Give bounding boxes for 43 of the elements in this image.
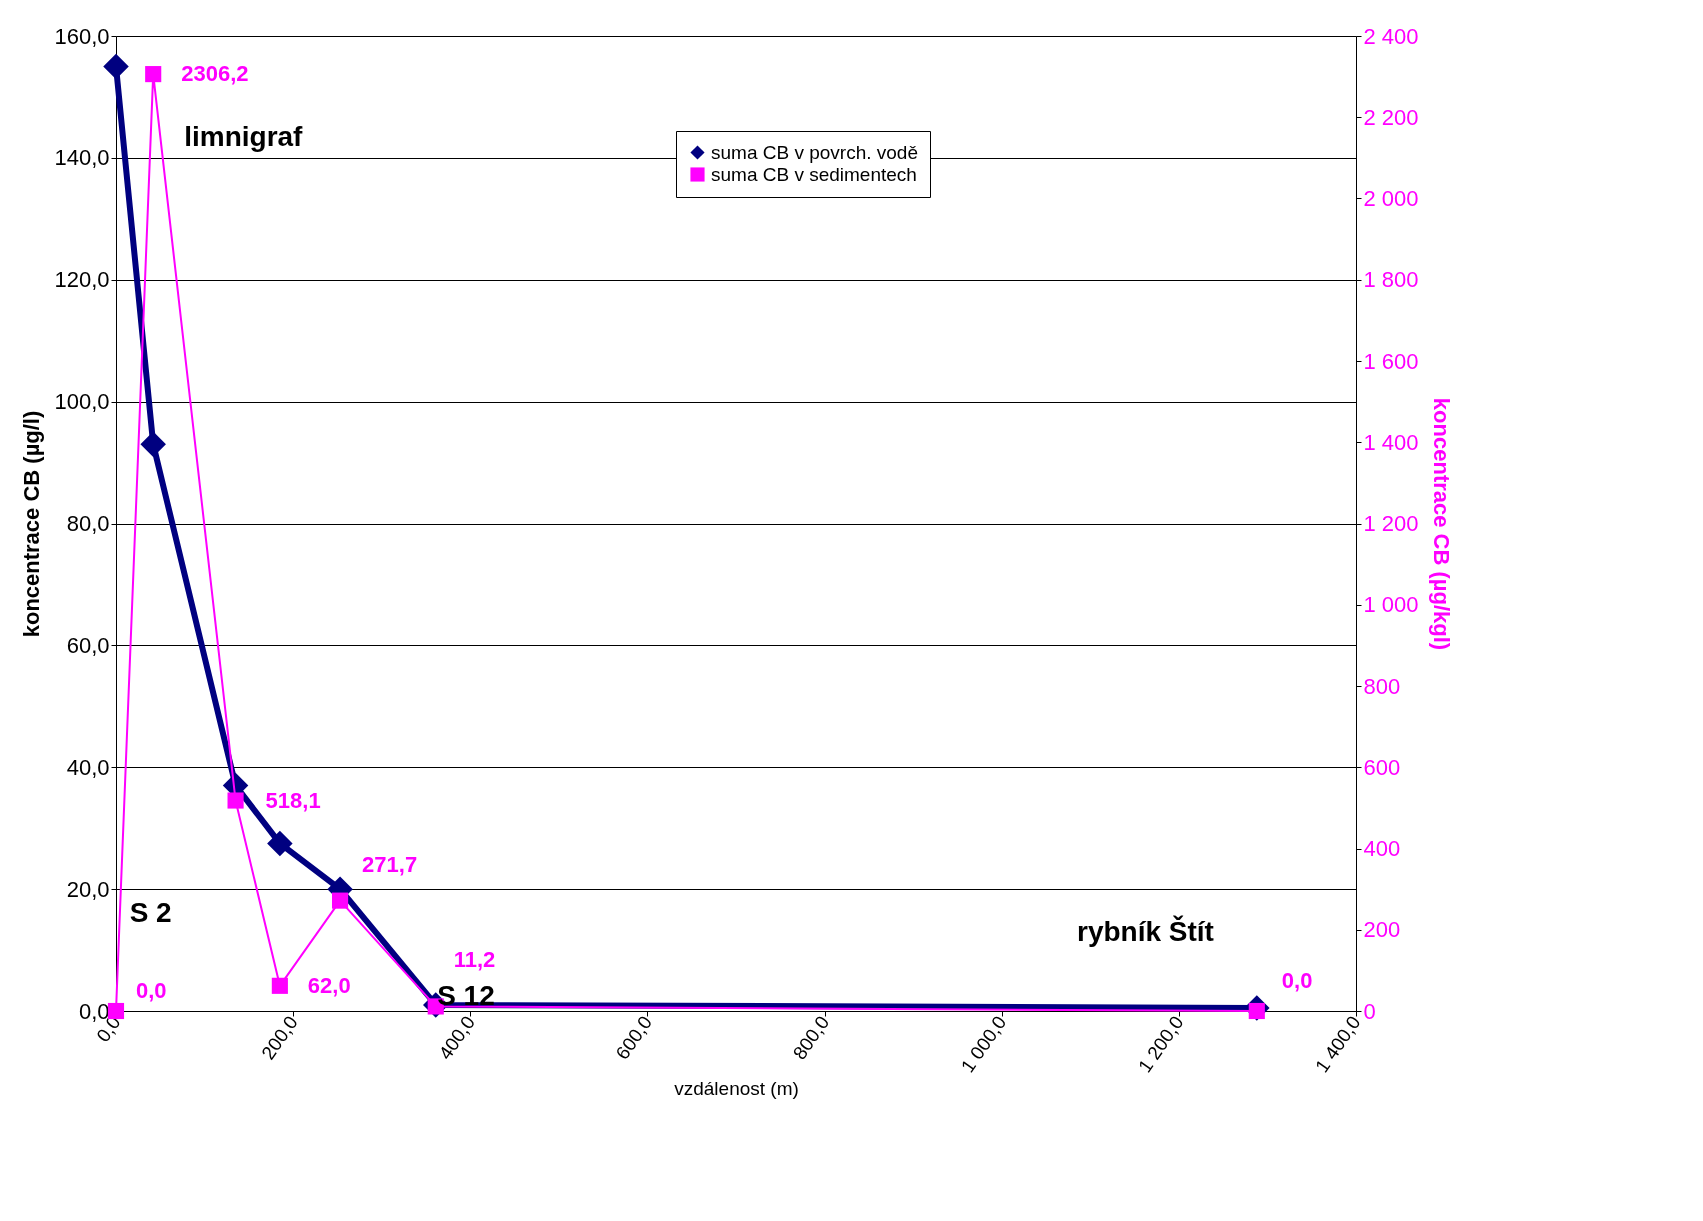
data-label: 0,0 xyxy=(136,978,167,1003)
data-label: 271,7 xyxy=(362,851,418,877)
point xyxy=(145,66,162,83)
point xyxy=(140,431,166,458)
point xyxy=(227,792,244,809)
annotation: limnigraf xyxy=(184,121,304,153)
y2-tick-label: 2 400 xyxy=(1363,23,1419,49)
legend-label: suma CB v sedimentech xyxy=(711,163,917,185)
annotation: rybník Štít xyxy=(1077,915,1214,947)
data-label: 62,0 xyxy=(307,972,351,998)
y2-tick-label: 2 000 xyxy=(1363,186,1419,211)
y2-tick-label: 1 200 xyxy=(1363,511,1419,536)
y2-tick-label: 1 400 xyxy=(1363,429,1419,455)
point xyxy=(271,977,288,994)
point xyxy=(332,892,349,909)
data-label: 0,0 xyxy=(1281,968,1313,993)
data-label: 2306,2 xyxy=(181,61,249,87)
y2-axis-title: koncentrace CB (µg/kgl) xyxy=(1428,397,1454,651)
y-tick-label: 80,0 xyxy=(66,511,110,536)
data-label: 11,2 xyxy=(453,947,496,973)
y-tick-label: 100,0 xyxy=(54,389,110,415)
y-tick-label: 160,0 xyxy=(54,23,110,49)
data-label: 518,1 xyxy=(265,787,321,813)
y-tick-label: 60,0 xyxy=(66,632,110,658)
y-tick-label: 40,0 xyxy=(66,754,110,780)
y2-tick-label: 1 600 xyxy=(1363,348,1419,374)
y2-tick-label: 400 xyxy=(1363,836,1401,861)
y2-tick-label: 2 200 xyxy=(1363,104,1419,130)
point xyxy=(267,830,293,857)
y2-tick-label: 200 xyxy=(1363,917,1401,943)
y2-tick-label: 1 800 xyxy=(1363,267,1419,293)
y-tick-label: 140,0 xyxy=(54,145,110,171)
y2-tick-label: 800 xyxy=(1363,673,1401,699)
y2-tick-label: 600 xyxy=(1363,754,1401,780)
x-axis-title: vzdálenost (m) xyxy=(674,1078,799,1100)
y2-tick-label: 1 000 xyxy=(1363,592,1419,618)
y2-tick-label: 0 xyxy=(1363,998,1376,1024)
y-tick-label: 20,0 xyxy=(66,876,110,902)
point xyxy=(103,53,129,80)
legend-label: suma CB v povrch. vodě xyxy=(711,141,918,163)
y-tick-label: 120,0 xyxy=(54,267,110,293)
y-axis-title: koncentrace CB (µg/l) xyxy=(19,410,45,638)
annotation: S 2 xyxy=(129,896,172,928)
